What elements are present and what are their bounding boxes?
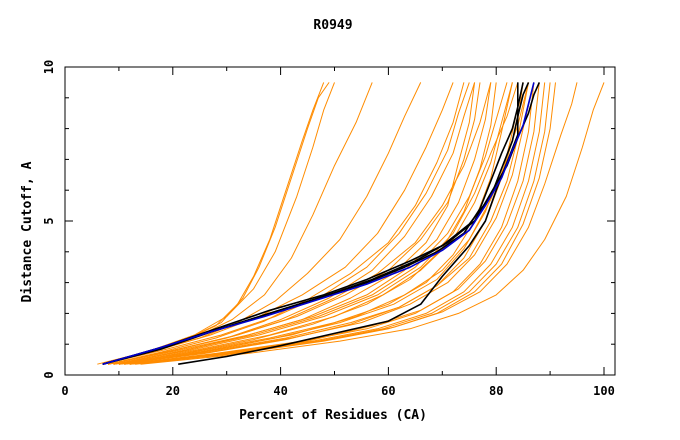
models-line-29	[113, 82, 497, 365]
lines-layer	[97, 82, 605, 365]
models-line-20	[118, 82, 529, 365]
models-line-18	[113, 82, 508, 365]
y-tick-label-0: 0	[42, 371, 56, 378]
models-line-15	[140, 82, 605, 365]
highlight-line-4	[178, 82, 519, 365]
models-line-17	[107, 82, 492, 365]
x-tick-label-40: 40	[273, 384, 287, 398]
models-line-1	[97, 82, 325, 365]
models-line-3	[102, 82, 335, 365]
x-tick-label-100: 100	[593, 384, 615, 398]
reference-line-1	[102, 82, 535, 365]
models-line-26	[118, 82, 513, 365]
chart-title: R0949	[313, 18, 352, 33]
models-line-16	[107, 82, 476, 365]
models-line-27	[124, 82, 524, 365]
models-line-14	[135, 82, 556, 365]
models-line-30	[107, 82, 465, 365]
y-tick-label-10: 10	[42, 60, 56, 74]
models-line-24	[129, 82, 578, 365]
x-tick-label-80: 80	[489, 384, 503, 398]
y-axis-label: Distance Cutoff, A	[20, 161, 35, 302]
models-line-9	[108, 82, 492, 365]
highlight-line-3	[102, 82, 524, 365]
x-tick-label-20: 20	[166, 384, 180, 398]
x-tick-label-0: 0	[61, 384, 68, 398]
ticks-layer: 0 20 40 60 80 100 0 5 10	[42, 60, 615, 398]
models-line-7	[102, 82, 470, 365]
x-axis-label: Percent of Residues (CA)	[239, 408, 427, 423]
models-line-25	[113, 82, 476, 365]
models-line-22	[124, 82, 540, 365]
models-line-21	[118, 82, 535, 365]
models-line-10	[113, 82, 513, 365]
y-tick-label-5: 5	[42, 217, 56, 224]
plot-frame	[64, 66, 616, 376]
models-line-6	[102, 82, 454, 365]
models-line-23	[129, 82, 551, 365]
x-tick-label-60: 60	[381, 384, 395, 398]
models-line-28	[118, 82, 529, 365]
